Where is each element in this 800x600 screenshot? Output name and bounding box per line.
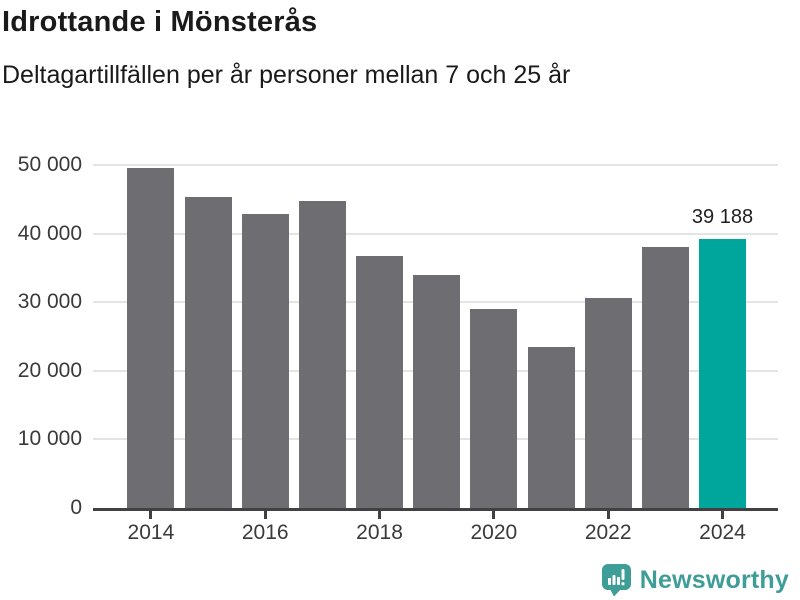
bar-2022: [584, 298, 632, 508]
value-annotation: 39 188: [691, 206, 754, 229]
bar-2014: [127, 168, 175, 508]
y-axis-tick-label: 0: [70, 496, 82, 519]
x-axis-line: [93, 508, 778, 511]
x-axis-tick: [721, 511, 724, 519]
bar-2019: [413, 275, 461, 508]
x-axis-tick: [149, 511, 153, 519]
x-axis-tick-label: 2022: [584, 521, 632, 544]
chart-plot-area: 39 188: [93, 164, 778, 508]
y-axis-tick-label: 20 000: [17, 358, 82, 382]
x-axis-tick-label: 2016: [241, 521, 289, 544]
y-axis-tick-label: 30 000: [17, 290, 82, 314]
bar-2016: [241, 213, 289, 508]
x-axis: 2014 2016 2018 2020 2022 2024: [93, 508, 778, 553]
newsworthy-logo: Newsworthy: [601, 564, 789, 597]
y-axis-tick-label: 40 000: [17, 221, 82, 245]
newsworthy-brand-text: Newsworthy: [639, 566, 789, 594]
page-title: Idrottande i Mönsterås: [2, 6, 318, 38]
x-axis-tick: [492, 511, 496, 519]
x-axis-tick: [378, 511, 382, 519]
x-axis-tick-label: 2024: [699, 521, 746, 544]
y-axis: 0 10 000 20 000 30 000 40 000 50 000: [0, 154, 82, 525]
bar-2020: [470, 309, 518, 508]
page-subtitle: Deltagartillfällen per år personer mella…: [2, 61, 571, 89]
y-axis-tick-label: 10 000: [17, 427, 82, 451]
x-axis-tick: [606, 511, 610, 519]
x-axis-tick-label: 2014: [127, 521, 175, 544]
y-axis-tick-label: 50 000: [17, 153, 82, 176]
gridline-50000: [93, 164, 778, 166]
gridline-40000: [93, 232, 778, 235]
bar-2024: [699, 239, 746, 508]
bar-2017: [298, 200, 346, 508]
bar-chart-speech-bubble-icon: [601, 564, 631, 597]
x-axis-tick-label: 2018: [356, 521, 403, 544]
bar-2021: [527, 347, 575, 508]
bar-2023: [641, 246, 689, 508]
x-axis-tick-label: 2020: [470, 521, 518, 544]
bar-2015: [184, 197, 232, 508]
x-axis-tick: [263, 511, 267, 519]
bar-2018: [356, 255, 404, 508]
